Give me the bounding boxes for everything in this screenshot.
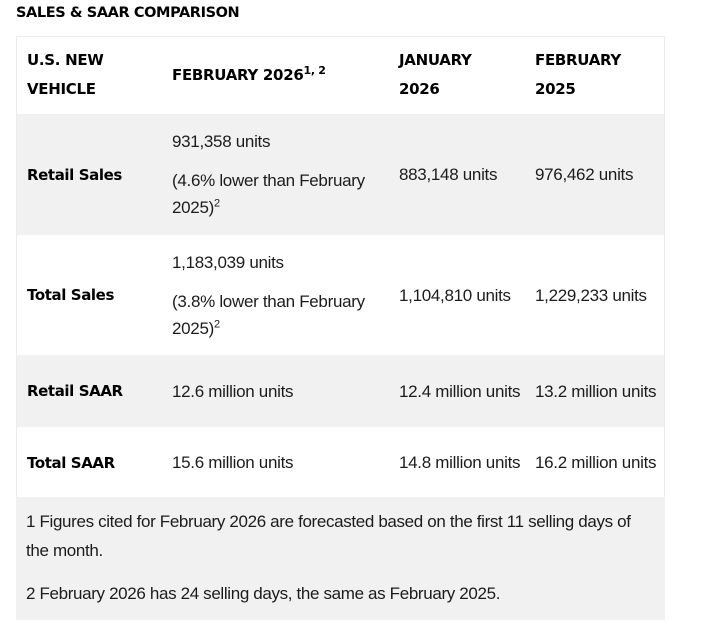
footnote-ref: 2	[213, 317, 220, 330]
cell-feb-2026: 12.6 million units	[172, 381, 294, 401]
table-row-total-sales: Total Sales 1,183,039 units (3.8% lower …	[17, 235, 664, 355]
cell-feb-2025: 13.2 million units	[535, 381, 657, 401]
header-jan-2026-line1: JANUARY	[399, 51, 472, 69]
header-feb-2025-line1: FEBRUARY	[535, 51, 621, 69]
row-label: Retail SAAR	[27, 382, 123, 400]
table-row-retail-sales: Retail Sales 931,358 units (4.6% lower t…	[17, 114, 664, 235]
change-note-text: (3.8% lower than February 2025)	[172, 291, 365, 338]
header-feb-2025: FEBRUARY 2025	[525, 37, 664, 114]
cell-feb-2026: 1,183,039 units (3.8% lower than Februar…	[162, 235, 389, 355]
row-label: Total SAAR	[27, 453, 115, 472]
header-vehicle-line1: U.S. NEW	[27, 51, 104, 69]
cell-feb-2026: 931,358 units (4.6% lower than February …	[162, 114, 389, 235]
cell-feb-2025: 16.2 million units	[535, 453, 657, 472]
cell-jan-2026: 14.8 million units	[399, 453, 521, 472]
header-feb-2026-text: FEBRUARY 20261, 2	[172, 61, 389, 90]
footnote-2: 2 February 2026 has 24 selling days, the…	[26, 584, 501, 603]
value: 1,183,039 units	[172, 252, 284, 272]
cell-jan-2026: 883,148 units	[399, 165, 498, 184]
cell-feb-2025: 1,229,233 units	[535, 285, 647, 305]
section-title: SALES & SAAR COMPARISON	[16, 5, 240, 21]
change-note: (3.8% lower than February 2025)2	[172, 288, 389, 342]
header-feb-2026-label: FEBRUARY 2026	[172, 66, 304, 84]
header-vehicle: U.S. NEW VEHICLE	[17, 37, 162, 114]
header-jan-2026-line2: 2026	[399, 80, 440, 98]
cell-jan-2026: 12.4 million units	[399, 381, 521, 401]
header-jan-2026: JANUARY 2026	[389, 37, 525, 114]
table-row-retail-saar: Retail SAAR 12.6 million units 12.4 mill…	[17, 355, 664, 427]
header-vehicle-line2: VEHICLE	[27, 80, 96, 98]
table-header-row: U.S. NEW VEHICLE FEBRUARY 20261, 2 JANUA…	[17, 37, 664, 114]
cell-jan-2026: 1,104,810 units	[399, 285, 511, 305]
change-note: (4.6% lower than February 2025)2	[172, 167, 389, 221]
row-label: Retail Sales	[27, 165, 122, 184]
footnote-1: 1 Figures cited for February 2026 are fo…	[26, 512, 631, 560]
header-feb-2025-line2: 2025	[535, 80, 576, 98]
footnote-ref: 2	[213, 197, 220, 210]
table-row-total-saar: Total SAAR 15.6 million units 14.8 milli…	[17, 427, 664, 498]
footnote-ref: 1, 2	[303, 64, 326, 77]
change-note-text: (4.6% lower than February 2025)	[172, 171, 365, 217]
cell-feb-2025: 976,462 units	[535, 165, 634, 184]
value: 931,358 units	[172, 132, 271, 151]
row-label: Total Sales	[27, 286, 114, 304]
sales-saar-table: U.S. NEW VEHICLE FEBRUARY 20261, 2 JANUA…	[16, 36, 665, 498]
table-footnotes: 1 Figures cited for February 2026 are fo…	[16, 497, 665, 620]
cell-feb-2026: 15.6 million units	[172, 453, 294, 472]
header-feb-2026: FEBRUARY 20261, 2	[162, 37, 389, 114]
